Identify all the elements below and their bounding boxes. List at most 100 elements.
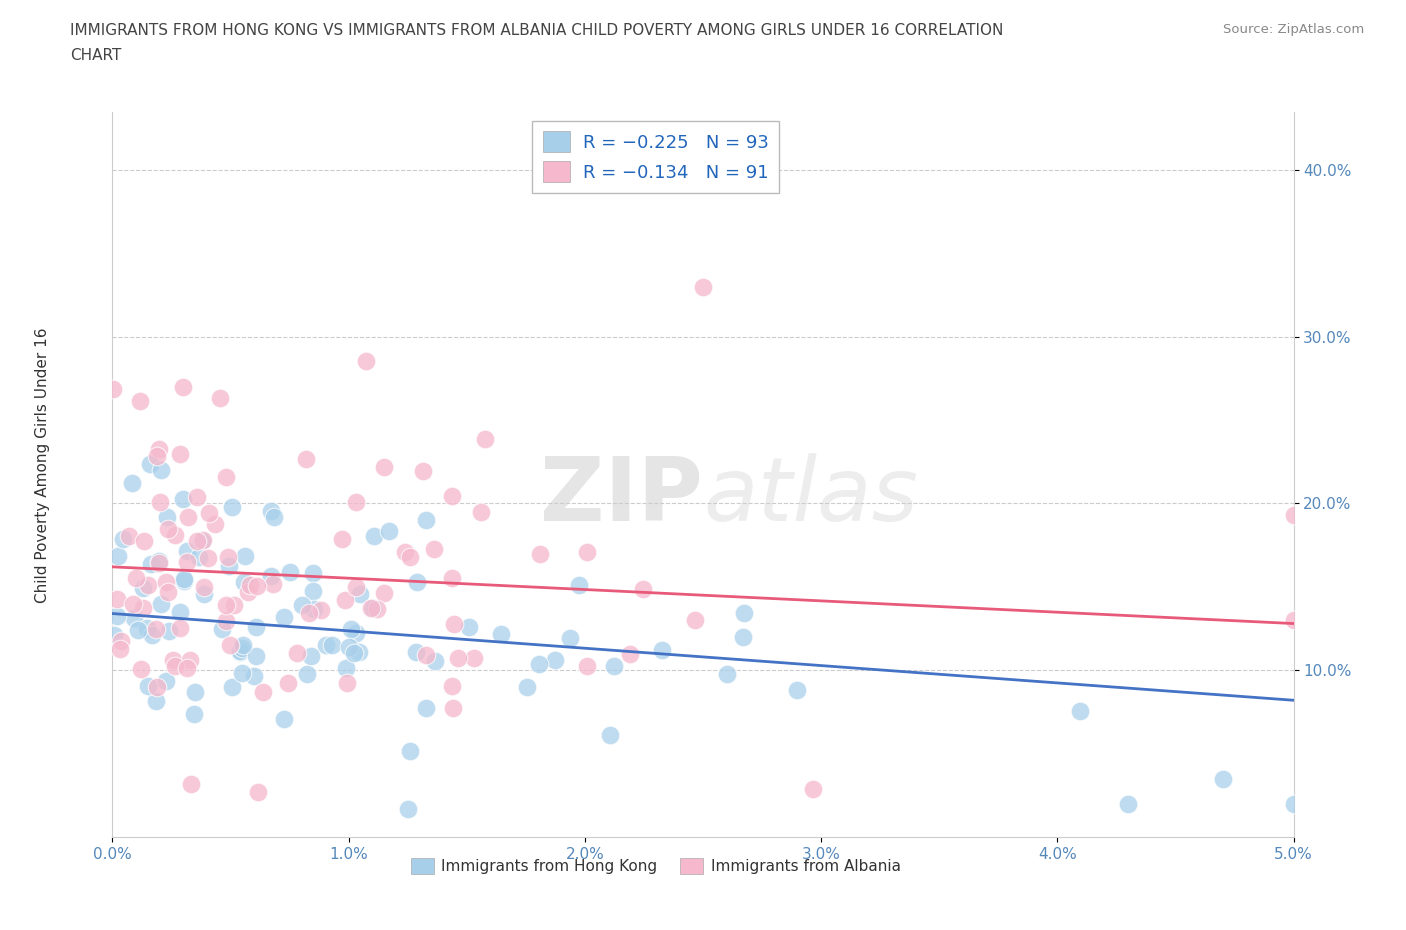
Point [221, 499, 243, 514]
Point [252, 684, 274, 699]
Point [141, 628, 163, 643]
Point [558, 631, 581, 645]
Point [173, 574, 195, 589]
Point [107, 549, 129, 564]
Point [222, 597, 245, 612]
Point [295, 666, 318, 681]
Point [567, 578, 589, 592]
Point [304, 601, 326, 616]
Point [692, 279, 714, 294]
Point [443, 617, 465, 631]
Point [349, 587, 371, 602]
Point [287, 645, 309, 660]
Point [110, 633, 132, 648]
Point [336, 676, 359, 691]
Point [165, 658, 187, 673]
Point [273, 711, 295, 726]
Point [363, 528, 385, 543]
Point [145, 621, 167, 636]
Point [733, 630, 755, 644]
Point [169, 446, 191, 461]
Point [149, 495, 172, 510]
Point [127, 622, 149, 637]
Point [219, 637, 242, 652]
Point [333, 592, 356, 607]
Point [128, 393, 150, 408]
Point [150, 462, 173, 477]
Point [801, 782, 824, 797]
Point [360, 601, 382, 616]
Point [396, 802, 419, 817]
Point [108, 642, 131, 657]
Point [156, 510, 179, 525]
Point [246, 784, 269, 799]
Point [415, 647, 437, 662]
Point [343, 645, 366, 660]
Point [242, 669, 264, 684]
Point [245, 649, 267, 664]
Point [441, 488, 464, 503]
Point [299, 649, 322, 664]
Text: atlas: atlas [703, 453, 918, 539]
Point [184, 684, 207, 699]
Point [529, 546, 551, 561]
Point [447, 651, 470, 666]
Point [298, 605, 321, 620]
Point [366, 602, 388, 617]
Point [197, 551, 219, 565]
Point [516, 679, 538, 694]
Point [344, 580, 367, 595]
Point [156, 522, 179, 537]
Point [544, 653, 567, 668]
Point [463, 651, 485, 666]
Point [683, 612, 706, 627]
Point [132, 534, 155, 549]
Point [132, 580, 155, 595]
Point [301, 565, 323, 580]
Point [262, 577, 284, 591]
Point [1282, 613, 1305, 628]
Point [603, 658, 626, 673]
Point [215, 470, 238, 485]
Point [188, 550, 211, 565]
Point [155, 674, 177, 689]
Point [145, 694, 167, 709]
Point [122, 610, 145, 625]
Point [273, 609, 295, 624]
Text: IMMIGRANTS FROM HONG KONG VS IMMIGRANTS FROM ALBANIA CHILD POVERTY AMONG GIRLS U: IMMIGRANTS FROM HONG KONG VS IMMIGRANTS … [70, 23, 1004, 38]
Point [1282, 796, 1305, 811]
Point [489, 626, 512, 641]
Point [155, 575, 177, 590]
Point [111, 531, 134, 546]
Point [330, 532, 353, 547]
Point [101, 382, 124, 397]
Point [138, 457, 160, 472]
Point [1212, 771, 1234, 786]
Point [733, 606, 755, 621]
Point [146, 679, 169, 694]
Point [238, 585, 260, 600]
Point [193, 532, 215, 547]
Point [344, 494, 367, 509]
Point [169, 620, 191, 635]
Text: Source: ZipAtlas.com: Source: ZipAtlas.com [1223, 23, 1364, 36]
Point [157, 623, 180, 638]
Point [295, 451, 318, 466]
Point [1282, 508, 1305, 523]
Point [118, 528, 141, 543]
Point [291, 598, 314, 613]
Point [214, 614, 236, 629]
Point [619, 647, 641, 662]
Point [440, 571, 463, 586]
Point [148, 555, 170, 570]
Point [157, 584, 180, 599]
Point [149, 596, 172, 611]
Point [394, 544, 416, 559]
Point [172, 379, 194, 394]
Legend: Immigrants from Hong Kong, Immigrants from Albania: Immigrants from Hong Kong, Immigrants fr… [405, 852, 907, 880]
Point [165, 527, 187, 542]
Point [423, 541, 446, 556]
Point [208, 390, 231, 405]
Point [575, 545, 598, 560]
Point [217, 550, 239, 565]
